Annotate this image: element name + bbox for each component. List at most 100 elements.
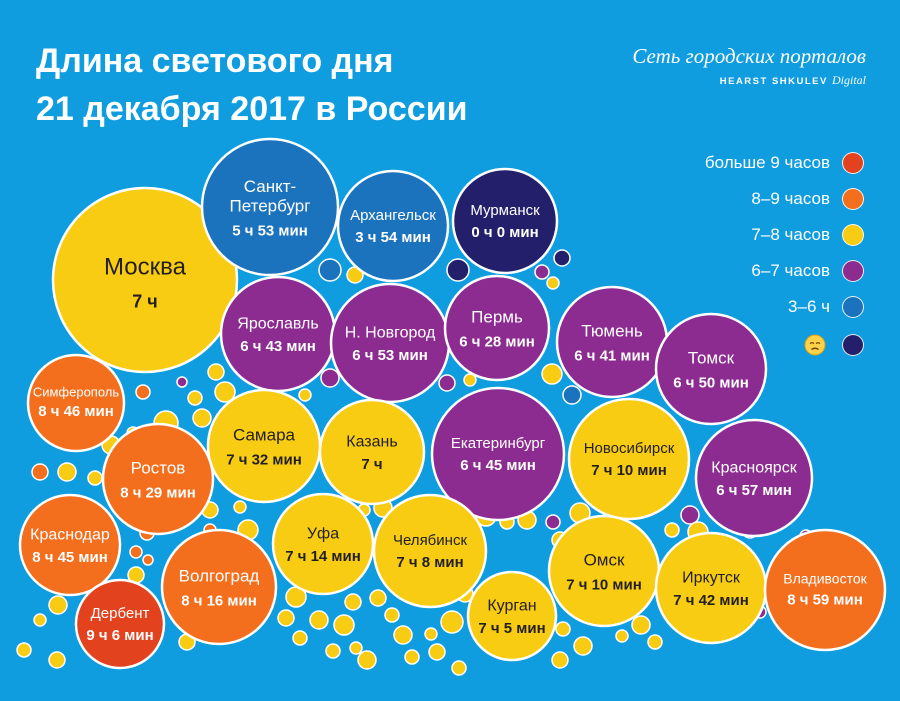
city-name-label: Владивосток (783, 571, 867, 587)
filler-dot (16, 642, 32, 658)
filler-dot (440, 610, 464, 634)
filler-dot (541, 363, 563, 385)
filler-dot (87, 470, 103, 486)
filler-dot (298, 388, 312, 402)
city-bubble-circle (547, 514, 661, 628)
publisher-logo-name: HEARST SHKULEV (719, 76, 828, 87)
city-bubble: Ростов 8 ч 29 мин (101, 422, 215, 536)
city-bubble-circle (101, 422, 215, 536)
city-bubble: Тюмень 6 ч 41 мин (555, 285, 669, 399)
filler-dot (428, 643, 446, 661)
legend-item: 6–7 часов (751, 259, 864, 283)
filler-dot (545, 514, 561, 530)
city-bubble: Курган 7 ч 5 мин (466, 570, 558, 662)
daylight-value-label: 8 ч 45 мин (32, 549, 108, 566)
publisher-logo: Сеть городских порталов HEARST SHKULEV D… (632, 44, 866, 88)
legend-item: 8–9 часов (751, 187, 864, 211)
filler-dot (48, 651, 66, 669)
legend-swatch (842, 152, 864, 174)
city-bubble: Волгоград 8 ч 16 мин (160, 528, 278, 646)
filler-dot (233, 500, 247, 514)
city-name-label: Ярославль (237, 315, 318, 332)
filler-dot (292, 630, 308, 646)
city-bubble-circle (51, 186, 239, 374)
publisher-logo-title: Сеть городских порталов (632, 44, 866, 68)
filler-dot (349, 641, 363, 655)
legend-label: 7–8 часов (751, 225, 830, 244)
filler-dot (573, 636, 593, 656)
legend-label: 8–9 часов (751, 189, 830, 208)
filler-dot (562, 385, 582, 405)
filler-dot (357, 650, 377, 670)
chart-title-line-1: Длина светового дня (36, 42, 394, 80)
daylight-value-label: 9 ч 6 мин (86, 627, 153, 644)
city-name-label: Москва (104, 253, 187, 280)
sad-face-emoji-icon (804, 334, 826, 356)
filler-dot (192, 408, 212, 428)
daylight-value-label: 5 ч 53 мин (232, 222, 308, 239)
city-bubble: Красноярск 6 ч 57 мин (694, 418, 814, 538)
filler-dot (615, 629, 629, 643)
daylight-value-label: 7 ч 5 мин (478, 620, 545, 637)
city-name-label: Тюмень (581, 322, 643, 341)
filler-dot (176, 376, 188, 388)
filler-dot (546, 276, 560, 290)
filler-dot (555, 621, 571, 637)
legend-swatch (842, 224, 864, 246)
filler-dot (424, 627, 438, 641)
city-bubble-circle (694, 418, 814, 538)
city-name-label: Иркутск (682, 569, 741, 586)
filler-dot (135, 384, 151, 400)
city-bubble-circle (219, 275, 337, 393)
city-name-label: Н. Новгород (345, 324, 436, 341)
publisher-logo-suffix: Digital (831, 73, 866, 87)
filler-dot (631, 615, 651, 635)
city-bubble: Санкт-Петербург 5 ч 53 мин (200, 137, 340, 277)
filler-dot (553, 249, 571, 267)
city-name-label: Петербург (230, 196, 311, 215)
filler-dot (333, 614, 355, 636)
legend-label: 3–6 ч (788, 297, 830, 316)
city-bubble: Омск 7 ч 10 мин (547, 514, 661, 628)
city-name-label: Дербент (91, 605, 150, 622)
city-bubble-circle (26, 353, 126, 453)
daylight-value-label: 7 ч 14 мин (285, 548, 361, 565)
filler-dot (142, 554, 154, 566)
city-bubble-circle (567, 397, 691, 521)
city-bubble-circle (443, 274, 551, 382)
city-name-label: Новосибирск (584, 440, 675, 457)
city-bubble: Иркутск 7 ч 42 мин (654, 531, 768, 645)
legend-swatch (842, 188, 864, 210)
city-bubble-circle (336, 169, 450, 283)
city-bubble: Дербент 9 ч 6 мин (74, 578, 166, 670)
city-bubble-circle (74, 578, 166, 670)
daylight-value-label: 6 ч 43 мин (240, 338, 316, 355)
city-bubble-circle (200, 137, 340, 277)
city-bubble: Москва 7 ч (51, 186, 239, 374)
city-bubble-circle (271, 492, 375, 596)
city-bubble: Н. Новгород 6 ч 53 мин (329, 282, 451, 404)
city-bubble: Ярославль 6 ч 43 мин (219, 275, 337, 393)
city-name-label: Красноярск (711, 459, 797, 476)
filler-dot (277, 609, 295, 627)
filler-dot (384, 607, 400, 623)
city-name-label: Мурманск (470, 202, 540, 219)
city-bubble-circle (160, 528, 278, 646)
city-name-label: Челябинск (393, 532, 467, 549)
city-bubble: Челябинск 7 ч 8 мин (372, 493, 488, 609)
city-bubble-circle (654, 312, 768, 426)
filler-dot (446, 258, 470, 282)
city-bubble: Мурманск 0 ч 0 мин (451, 167, 559, 275)
city-bubble-circle (763, 528, 887, 652)
legend-item: больше 9 часов (705, 151, 864, 175)
filler-dot (207, 363, 225, 381)
filler-dot (451, 660, 467, 676)
city-name-label: Симферополь (33, 384, 120, 399)
filler-dot (344, 593, 362, 611)
filler-dot (214, 381, 236, 403)
daylight-value-label: 7 ч 10 мин (591, 462, 667, 479)
filler-dot (318, 258, 342, 282)
publisher-logo-subtitle: HEARST SHKULEV Digital (632, 73, 866, 88)
legend-item: 7–8 часов (751, 223, 864, 247)
